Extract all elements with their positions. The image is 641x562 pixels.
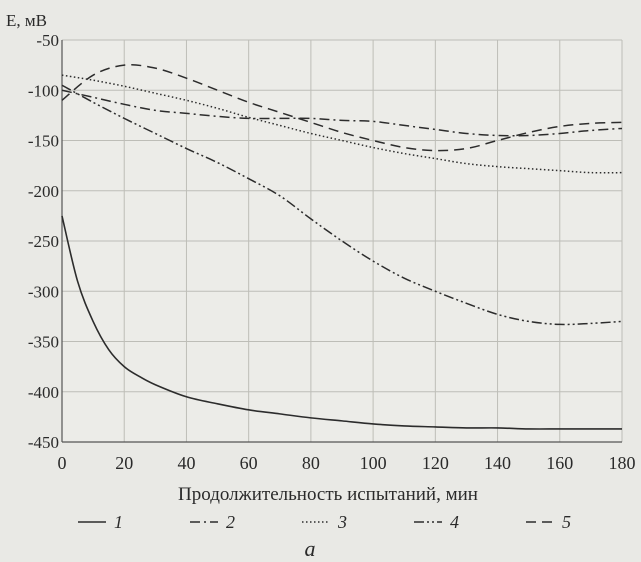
series-lines — [61, 64, 623, 430]
y-tick-label: -200 — [28, 182, 59, 201]
x-tick-label: 0 — [58, 453, 67, 473]
y-tick-label: -150 — [28, 132, 59, 151]
series-line-1 — [61, 215, 622, 430]
y-tick-label: -250 — [28, 232, 59, 251]
axes — [61, 40, 622, 443]
series-line-2 — [61, 89, 623, 137]
x-tick-label: 80 — [302, 453, 320, 473]
y-axis-label: E, мВ — [6, 11, 47, 30]
series-line-4 — [61, 84, 623, 326]
x-tick-label: 20 — [115, 453, 133, 473]
legend-label-5: 5 — [562, 512, 571, 532]
y-tick-label: -350 — [28, 333, 59, 352]
y-tick-label: -450 — [28, 433, 59, 452]
legend-label-3: 3 — [337, 512, 347, 532]
y-tick-label: -300 — [28, 282, 59, 301]
x-tick-label: 40 — [177, 453, 195, 473]
x-tick-label: 140 — [484, 453, 511, 473]
y-tick-label: -50 — [36, 31, 59, 50]
tick-labels: 0 20 40 60 80 100 120 140 160 180 -50 -100 -150 -200 -… — [28, 31, 636, 473]
x-tick-label: 100 — [360, 453, 387, 473]
x-tick-label: 160 — [546, 453, 573, 473]
legend-label-1: 1 — [114, 512, 123, 532]
y-tick-label: -100 — [28, 81, 59, 100]
legend: 1 2 3 4 5 — [78, 512, 571, 532]
series-line-3 — [61, 74, 623, 174]
x-axis-label: Продолжительность испытаний, мин — [178, 484, 478, 505]
legend-label-4: 4 — [450, 512, 459, 532]
y-tick-label: -400 — [28, 383, 59, 402]
x-tick-label: 120 — [422, 453, 449, 473]
series-line-5 — [61, 64, 623, 152]
figure-caption: а — [305, 536, 316, 561]
gridlines — [61, 39, 623, 443]
x-tick-label: 60 — [240, 453, 258, 473]
x-tick-label: 180 — [609, 453, 636, 473]
legend-label-2: 2 — [226, 512, 235, 532]
